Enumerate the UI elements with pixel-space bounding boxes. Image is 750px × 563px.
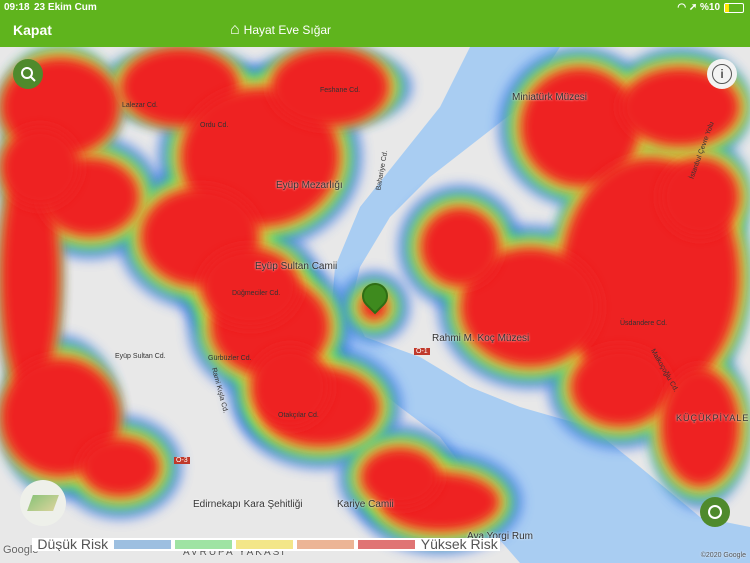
road-label: Gürbüzler Cd. <box>208 355 252 362</box>
legend-high-label: Yüksek Risk <box>420 538 498 551</box>
info-button[interactable]: i <box>707 59 737 89</box>
place-eyup-sultan-camii[interactable]: Eyüp Sultan Camii <box>255 261 338 272</box>
place-rahmi-koc[interactable]: Rahmi M. Koç Müzesi <box>432 333 530 344</box>
risk-heatmap[interactable]: Miniatürk Müzesi Eyüp Mezarlığı Eyüp Sul… <box>0 47 750 563</box>
app-title: ⌂ Hayat Eve Sığar <box>230 21 331 39</box>
district-avrupa-yakasi: AVRUPA YAKASI <box>183 547 287 558</box>
heat-blob <box>660 157 740 237</box>
place-edirnekapi[interactable]: Edirnekapı Kara Şehitliği <box>193 499 303 510</box>
road-label: Üsdandere Cd. <box>620 320 668 327</box>
app-title-text: Hayat Eve Sığar <box>243 23 332 37</box>
district-kucukpiyale: KÜÇÜKPİYALE <box>676 413 750 423</box>
road-label: Düğmeciler Cd. <box>232 290 281 297</box>
layers-icon <box>27 495 59 511</box>
place-aya-yorgi[interactable]: Aya Yorgi Rum <box>467 531 533 542</box>
legend-swatch-0 <box>113 540 171 549</box>
heat-blob <box>0 157 60 397</box>
google-logo: Google <box>3 544 39 556</box>
road-label: Feshane Cd. <box>320 87 361 94</box>
place-eyup-mezarligi[interactable]: Eyüp Mezarlığı <box>276 180 343 191</box>
heat-blob <box>250 347 330 427</box>
heat-blob <box>360 447 440 507</box>
heat-blob <box>570 347 670 427</box>
status-date: 23 Ekim Cum <box>34 2 97 13</box>
info-icon: i <box>712 64 732 84</box>
heat-blob <box>660 367 740 487</box>
logo-icon: ⌂ <box>230 21 240 38</box>
legend-swatch-1 <box>174 540 232 549</box>
legend-swatch-4 <box>357 540 415 549</box>
battery-percent: %10 <box>699 2 720 13</box>
heat-blob <box>270 47 390 127</box>
heat-blob <box>420 207 500 287</box>
search-button[interactable] <box>13 59 43 89</box>
legend-swatch-3 <box>296 540 354 549</box>
highway-shield: O-1 <box>414 348 430 355</box>
heat-blob <box>520 67 640 187</box>
my-location-button[interactable] <box>700 497 730 527</box>
wifi-icon: ◠ ➚ <box>677 2 700 13</box>
road-label: Lalezar Cd. <box>122 102 158 109</box>
heat-blob <box>0 357 120 477</box>
status-battery: ◠ ➚ %10 <box>677 2 720 13</box>
map-attribution: ©2020 Google <box>700 552 746 559</box>
place-miniaturk[interactable]: Miniatürk Müzesi <box>512 92 588 103</box>
status-time: 09:18 <box>4 2 30 13</box>
road-label: Ordu Cd. <box>200 122 229 129</box>
highway-shield: O-3 <box>174 457 190 464</box>
heat-blob <box>620 67 740 147</box>
app-header: 09:18 23 Ekim Cum ◠ ➚ %10 Kapat ⌂ Hayat … <box>0 0 750 47</box>
close-button[interactable]: Kapat <box>13 22 52 38</box>
road-label: Otakçılar Cd. <box>278 412 319 419</box>
place-kariye[interactable]: Kariye Camii <box>337 499 394 510</box>
map-canvas[interactable] <box>0 47 750 563</box>
road-label: Eyüp Sultan Cd. <box>115 353 166 360</box>
legend-swatch-2 <box>235 540 293 549</box>
battery-icon <box>724 3 744 13</box>
legend-low-label: Düşük Risk <box>37 538 109 551</box>
heat-blob <box>460 247 600 367</box>
search-icon <box>21 67 36 82</box>
locate-icon <box>708 505 722 519</box>
heat-blob <box>80 437 160 497</box>
golden-horn-water <box>330 47 750 563</box>
risk-legend: Düşük Risk Yüksek Risk <box>32 538 500 551</box>
heat-blob <box>200 247 300 327</box>
heat-blob <box>0 127 80 207</box>
map-type-button[interactable] <box>20 480 66 526</box>
